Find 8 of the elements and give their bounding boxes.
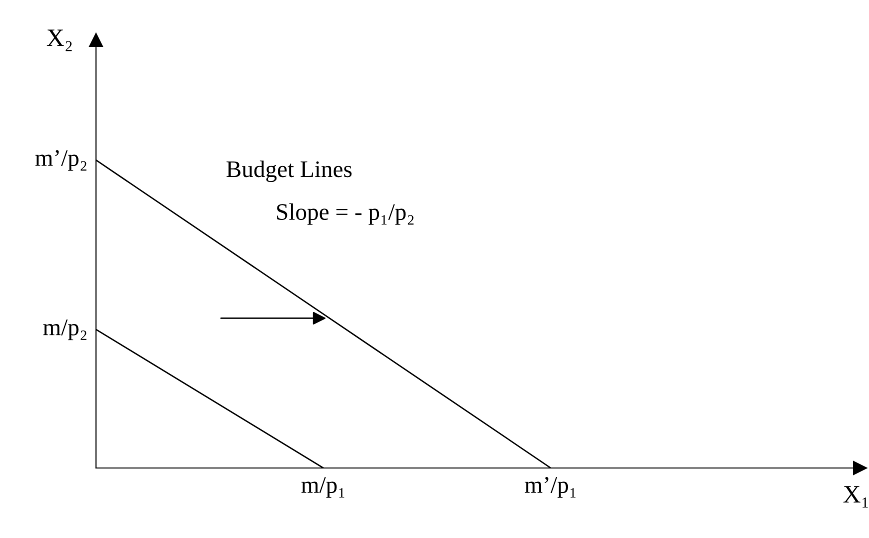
annotation: Slope = - p₁/p₂ <box>277 203 414 225</box>
annotation: m/p₂ <box>43 320 86 340</box>
annotation: Budget Lines <box>226 160 352 182</box>
x-tick-label: m’/p₁ <box>524 477 576 498</box>
text: X₁ <box>843 486 868 508</box>
x-tick-label: m/p₁ <box>301 477 344 498</box>
annotation: m’/p₂ <box>35 150 86 171</box>
text: X₂ <box>46 30 72 52</box>
